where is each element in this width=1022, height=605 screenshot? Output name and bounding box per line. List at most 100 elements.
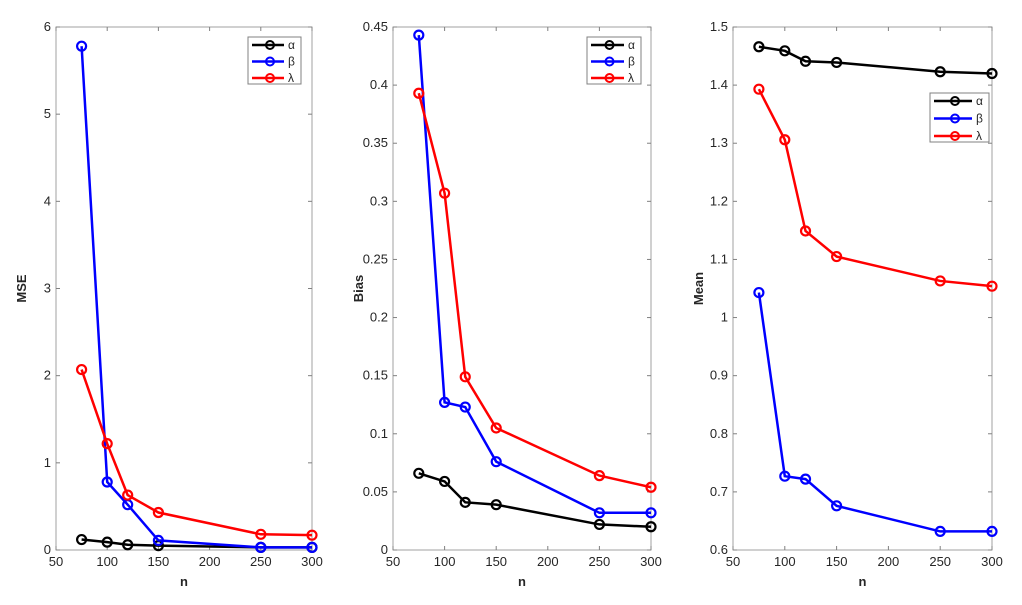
series-line (417, 92, 652, 489)
legend-label: λ (628, 71, 634, 85)
y-tick-label: 0.25 (363, 251, 388, 266)
data-point (101, 438, 113, 450)
data-point (830, 500, 843, 512)
x-tick-label: 250 (250, 554, 272, 569)
data-point (459, 401, 471, 413)
data-point (645, 521, 657, 533)
legend-marker (265, 56, 275, 67)
legend-marker (265, 40, 275, 50)
y-tick-label: 1.3 (710, 135, 728, 150)
series-3 (753, 83, 998, 292)
x-tick-label: 300 (301, 554, 323, 569)
axes-box (55, 26, 313, 551)
axes-box (392, 26, 652, 551)
legend: αβλ (929, 92, 990, 143)
y-tick-label: 1.2 (710, 193, 728, 208)
legend-marker (950, 131, 960, 141)
y-tick-label: 0.1 (370, 426, 388, 441)
y-tick-label: 0.2 (370, 310, 388, 325)
series-line (757, 292, 992, 533)
data-point (75, 363, 88, 376)
legend-label: λ (288, 71, 294, 85)
x-tick-label: 50 (386, 554, 400, 569)
y-tick-label: 2 (44, 368, 51, 383)
data-point (830, 250, 843, 263)
data-point (75, 533, 88, 546)
data-point (753, 41, 765, 53)
data-point (645, 507, 657, 519)
data-point (490, 422, 502, 434)
y-tick-label: 5 (44, 106, 51, 121)
data-point (753, 83, 765, 95)
data-point (986, 67, 998, 80)
data-point (779, 134, 791, 146)
y-tick-label: 0.35 (363, 135, 388, 150)
data-point (934, 525, 946, 538)
data-point (306, 541, 318, 553)
data-point (799, 225, 812, 237)
legend-label: β (628, 55, 635, 69)
x-tick-label: 100 (434, 554, 456, 569)
y-axis-label: Bias (351, 275, 366, 302)
y-tick-label: 1 (721, 310, 728, 325)
legend-marker (950, 113, 960, 124)
data-point (439, 475, 451, 488)
series-1 (753, 41, 998, 80)
data-point (122, 539, 134, 551)
subplot-3: 50 100 150 200 250 300 0.6 0.7 0.8 0.9 1 1.1 1.2 1.3 1… (691, 19, 1003, 589)
series-2 (753, 286, 998, 538)
legend-marker (950, 96, 960, 106)
y-tick-label: 3 (44, 281, 51, 296)
legend-marker (604, 40, 615, 50)
legend-marker (604, 56, 615, 67)
data-point (799, 473, 812, 485)
legend-label: α (976, 94, 983, 108)
x-tick-label: 250 (589, 554, 611, 569)
x-axis-label: n (518, 574, 526, 589)
x-tick-label: 200 (199, 554, 221, 569)
data-point (255, 541, 267, 553)
y-tick-label: 0 (44, 542, 51, 557)
series-line (80, 46, 312, 549)
data-point (413, 29, 425, 41)
data-point (934, 275, 946, 287)
series-line (80, 369, 313, 537)
series-1 (413, 467, 657, 533)
y-tick-label: 0.8 (710, 426, 728, 441)
data-point (413, 467, 425, 479)
y-tick-label: 0.7 (710, 484, 728, 499)
data-point (593, 518, 606, 531)
y-tick-label: 0.9 (710, 368, 728, 383)
series-line (757, 88, 993, 288)
x-tick-label: 100 (96, 554, 118, 569)
data-point (101, 476, 113, 488)
y-tick-label: 0.4 (370, 77, 388, 92)
x-axis-label: n (180, 574, 188, 589)
x-tick-label: 100 (774, 554, 796, 569)
legend-marker (604, 73, 615, 83)
data-point (779, 470, 791, 482)
legend: αβλ (247, 36, 302, 85)
x-tick-label: 250 (929, 554, 951, 569)
y-tick-label: 0.15 (363, 368, 388, 383)
data-point (413, 87, 425, 99)
data-point (459, 371, 471, 383)
data-point (439, 396, 451, 408)
data-point (986, 525, 998, 538)
data-point (459, 496, 471, 508)
legend-marker (265, 73, 275, 83)
x-tick-label: 300 (640, 554, 662, 569)
x-axis-label: n (859, 574, 867, 589)
y-axis-label: Mean (691, 272, 706, 305)
data-point (986, 280, 998, 292)
series-2 (413, 29, 657, 519)
x-tick-label: 150 (148, 554, 170, 569)
data-point (753, 286, 765, 299)
data-point (152, 534, 164, 547)
data-point (75, 40, 88, 52)
x-tick-label: 200 (537, 554, 559, 569)
y-tick-label: 1 (44, 455, 51, 470)
x-tick-label: 50 (49, 554, 63, 569)
subplot-2: 50 100 150 200 250 300 0 0.05 0.1 0.15 0.2 0.25 0.3 0… (351, 19, 662, 589)
